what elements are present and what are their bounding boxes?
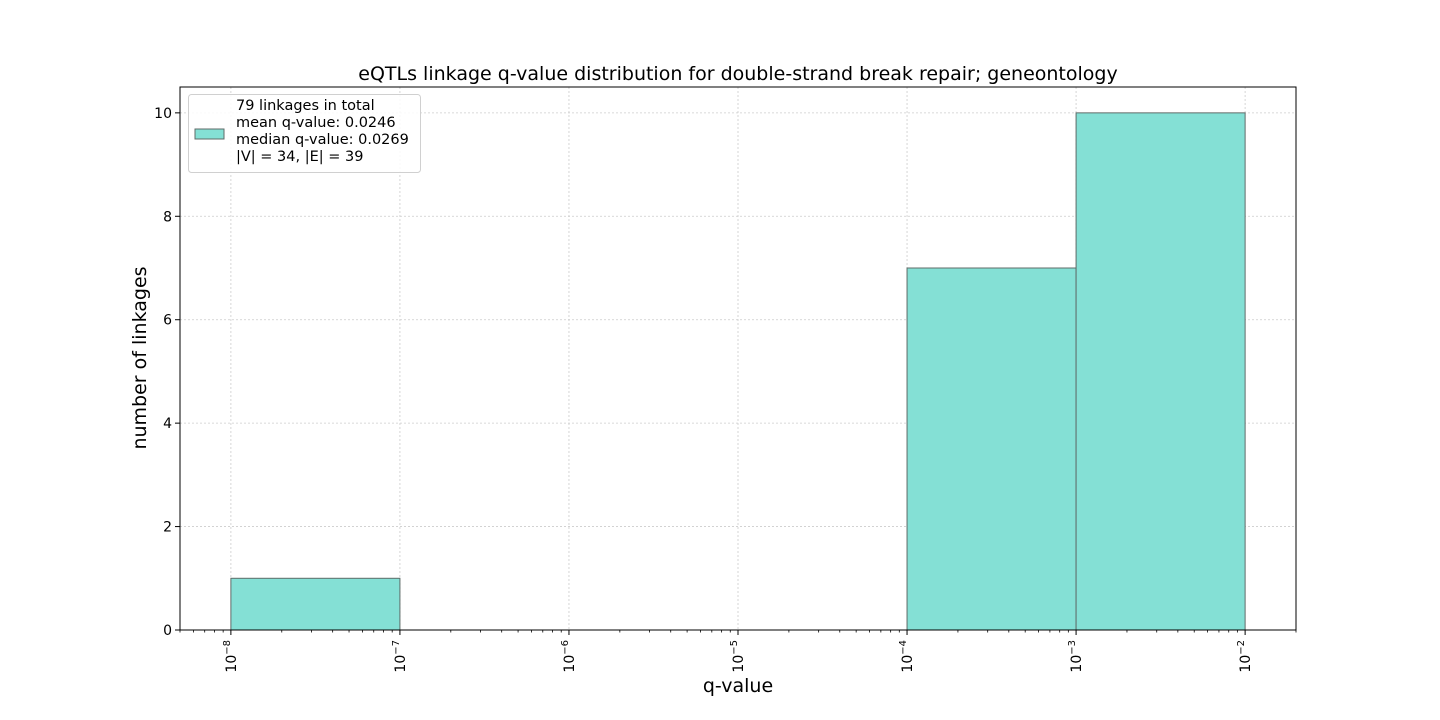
x-tick-label: 10−7 [391, 640, 409, 673]
y-tick-label: 4 [163, 416, 172, 432]
legend: 79 linkages in total mean q-value: 0.024… [188, 94, 421, 173]
plot-frame [179, 86, 1297, 631]
y-tick-label: 8 [163, 209, 172, 225]
x-axis-ticks: 10−8 10−7 10−6 10−5 10−4 10−3 10−2 [222, 630, 1254, 673]
legend-line-graph-size: |V| = 34, |E| = 39 [236, 149, 363, 165]
x-tick-label: 10−5 [729, 640, 747, 673]
chart-title: eQTLs linkage q-value distribution for d… [358, 63, 1117, 85]
y-tick-label: 10 [154, 106, 172, 122]
x-axis-label: q-value [703, 675, 773, 697]
histogram-bars [230, 112, 1246, 631]
x-tick-label: 10−3 [1067, 640, 1085, 673]
histogram-bar [906, 267, 1077, 631]
histogram-bar [1075, 112, 1246, 631]
y-tick-label: 2 [163, 520, 172, 536]
x-tick-label: 10−2 [1236, 640, 1254, 673]
legend-line-median: median q-value: 0.0269 [236, 132, 409, 148]
histogram-bar [230, 577, 401, 631]
legend-line-total: 79 linkages in total [236, 98, 375, 114]
y-tick-label: 0 [163, 623, 172, 639]
legend-line-mean: mean q-value: 0.0246 [236, 115, 396, 131]
y-tick-label: 6 [163, 313, 172, 329]
x-tick-label: 10−6 [560, 640, 578, 673]
x-tick-label: 10−8 [222, 640, 240, 673]
x-tick-label: 10−4 [898, 640, 916, 673]
legend-box [188, 94, 421, 173]
legend-swatch [194, 128, 225, 140]
y-axis-ticks: 0 2 4 6 8 10 [154, 106, 180, 639]
y-axis-label: number of linkages [129, 266, 151, 449]
